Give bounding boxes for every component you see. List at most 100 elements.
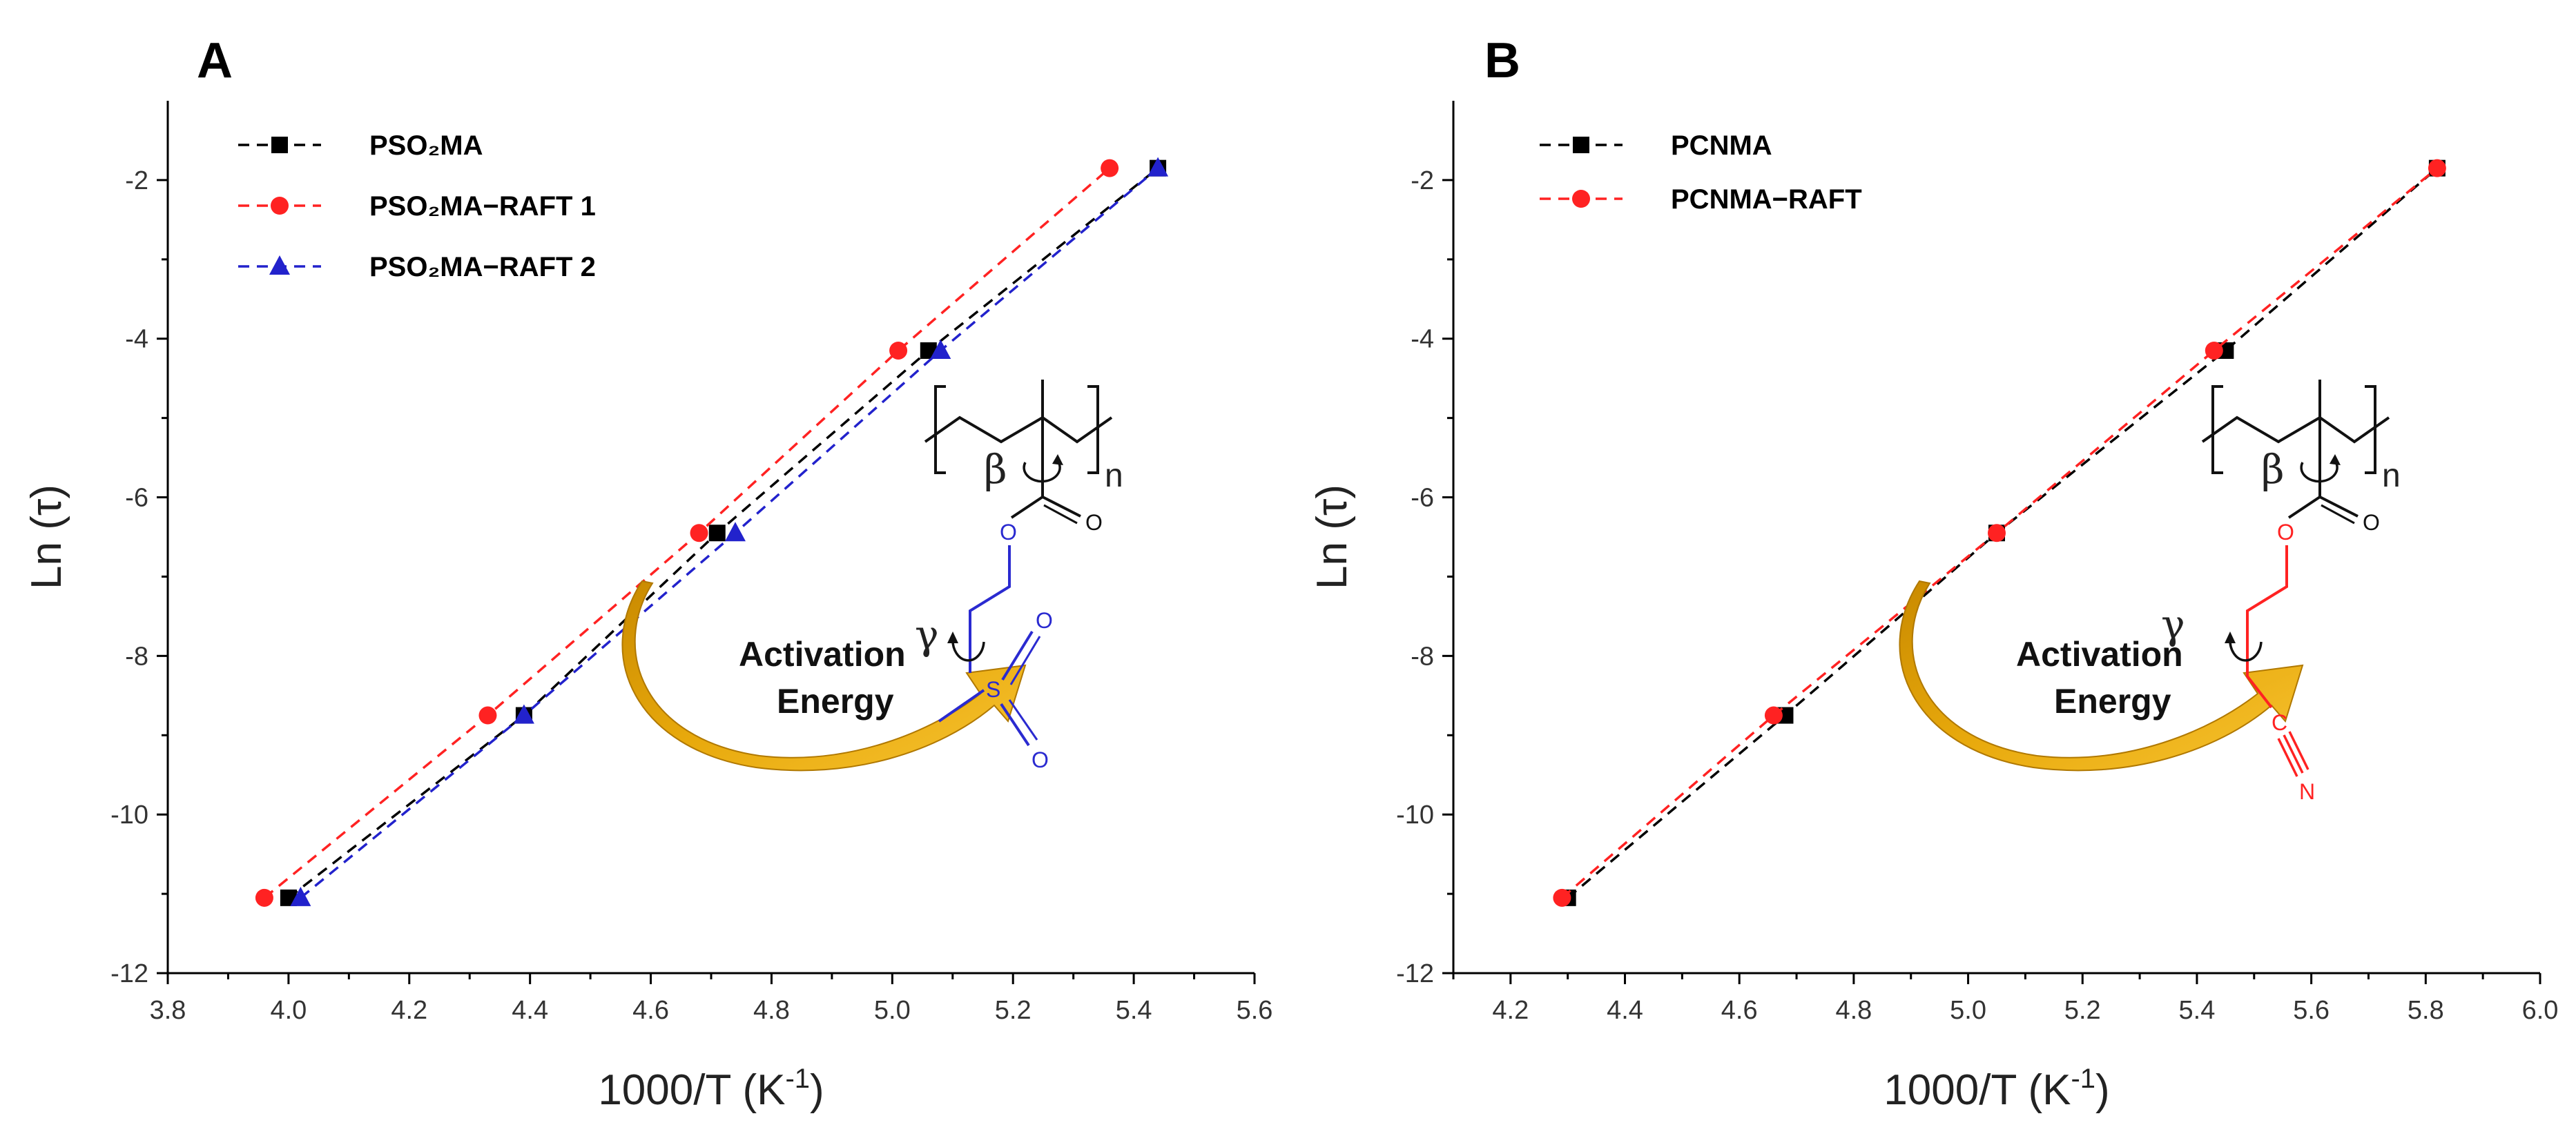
data-point-2-3: [930, 339, 951, 359]
data-point-2-0: [290, 886, 311, 906]
ester-oxygen: O: [1000, 520, 1017, 545]
s-o-bond-2: [1000, 703, 1030, 747]
gamma-arrowhead: [2225, 632, 2236, 643]
y-tick-label: -8: [125, 642, 148, 671]
right-bracket: [1087, 385, 1099, 474]
legend-label-1: PSO₂MA−RAFT 1: [369, 191, 596, 222]
beta-rotation-arrow: [1023, 460, 1061, 483]
panel-a: A 3.8 4.0 4.2 4.4 4.6 4.8 5.0 5.2 5.4 5.6 -2 -4 -6 -8 -…: [23, 33, 1272, 1114]
ethyl-linker: [2246, 545, 2288, 709]
energy-label: Energy: [2054, 682, 2171, 721]
data-point-1-4: [2428, 159, 2446, 177]
left-bracket: [2211, 385, 2223, 474]
carbonyl-double: [2321, 504, 2355, 525]
data-point-1-2: [1988, 524, 2006, 542]
ethyl-linker: [969, 545, 1011, 673]
x-tick-label: 5.6: [2293, 996, 2330, 1025]
x-axis-title-close: ): [2095, 1066, 2110, 1114]
legend-label-1: PCNMA−RAFT: [1671, 184, 1862, 215]
x-axis-title-main: 1000/T (K: [598, 1066, 785, 1114]
beta-rotation-arrow: [2300, 460, 2338, 483]
carbonyl-oxygen: O: [1085, 510, 1103, 535]
beta-arrowhead: [2330, 454, 2341, 465]
data-point-2-2: [724, 522, 746, 542]
triple-bond-1: [2283, 734, 2304, 774]
y-tick-label: -2: [1411, 166, 1434, 195]
nitrile-carbon: C: [2272, 710, 2287, 735]
sulfur-atom: S: [986, 677, 1000, 702]
legend-marker-0: [271, 137, 288, 153]
beta-arrowhead: [1052, 454, 1063, 465]
beta-label: β: [984, 446, 1007, 493]
triple-bond-2: [2277, 738, 2298, 777]
x-tick-label: 4.8: [753, 996, 790, 1025]
data-point-1-3: [2205, 341, 2223, 360]
x-axis-title: 1000/T (K-1): [598, 1064, 824, 1114]
y-tick-label: -8: [1411, 642, 1434, 671]
y-tick-label: -12: [1396, 959, 1434, 988]
legend-marker-2: [269, 255, 290, 275]
left-bracket: [934, 385, 946, 474]
y-tick-label: -6: [1411, 484, 1434, 513]
x-tick-label: 5.0: [1950, 996, 1986, 1025]
polymer-backbone: [2201, 415, 2390, 444]
gamma-arrowhead: [947, 632, 958, 643]
activation-energy-arrow: [1899, 580, 2304, 772]
x-axis-title: 1000/T (K-1): [1883, 1064, 2109, 1114]
y-tick-label: -12: [110, 959, 148, 988]
activation-energy-arrow: [621, 580, 1027, 772]
repeat-unit-n: n: [1105, 458, 1123, 494]
carbonyl-bond: [1042, 496, 1081, 518]
activation-label: Activation: [2016, 635, 2183, 674]
gamma-rotation-arrow: [2229, 638, 2263, 662]
x-tick-label: 4.6: [632, 996, 669, 1025]
panel-b: B 4.2 4.4 4.6 4.8 5.0 5.2 5.4 5.6 5.8 6.0 -2 -4 -6 -8 -…: [1308, 33, 2558, 1114]
data-point-2-4: [1147, 157, 1169, 177]
gamma-label: γ: [2161, 601, 2185, 648]
legend-marker-1: [271, 197, 289, 215]
x-tick-label: 5.6: [1237, 996, 1273, 1025]
data-point-1-3: [889, 341, 908, 360]
panel-letter: A: [197, 33, 233, 88]
carbonyl-double: [1043, 504, 1078, 525]
polymer-backbone: [924, 415, 1113, 444]
data-point-2-1: [513, 704, 534, 724]
sulfonyl-oxygen-2: O: [1032, 747, 1049, 772]
data-point-0-2: [708, 525, 726, 542]
x-tick-label: 4.0: [270, 996, 307, 1025]
x-tick-label: 4.8: [1835, 996, 1872, 1025]
energy-label: Energy: [777, 682, 894, 721]
legend-label-0: PCNMA: [1671, 130, 1772, 161]
gamma-rotation-arrow: [951, 638, 985, 662]
x-tick-label: 4.4: [1607, 996, 1643, 1025]
y-tick-label: -2: [125, 166, 148, 195]
y-tick-label: -10: [1396, 801, 1434, 830]
y-tick-label: -10: [110, 801, 148, 830]
x-axis-title-main: 1000/T (K: [1883, 1066, 2071, 1114]
nitrile-nitrogen: N: [2299, 779, 2315, 804]
ester-o-bond: [2287, 496, 2321, 519]
ester-o-bond: [1010, 496, 1044, 519]
data-point-1-0: [255, 888, 273, 907]
data-point-1-1: [478, 706, 497, 725]
x-axis-title-sup: -1: [2071, 1064, 2095, 1094]
x-tick-label: 4.2: [1492, 996, 1529, 1025]
x-tick-label: 5.2: [2064, 996, 2101, 1025]
activation-label: Activation: [739, 635, 906, 674]
beta-label: β: [2261, 446, 2285, 493]
x-tick-label: 5.2: [995, 996, 1032, 1025]
s-o-double-2: [1008, 699, 1038, 741]
x-tick-label: 5.0: [874, 996, 911, 1025]
gamma-label: γ: [915, 611, 939, 658]
x-tick-label: 6.0: [2522, 996, 2559, 1025]
right-bracket: [2365, 385, 2376, 474]
x-tick-label: 4.2: [391, 996, 427, 1025]
repeat-unit-n: n: [2382, 458, 2401, 494]
y-axis-title: Ln (τ): [1308, 485, 1356, 589]
data-point-1-1: [1764, 706, 1783, 725]
y-tick-label: -4: [125, 325, 148, 354]
x-tick-label: 5.8: [2408, 996, 2444, 1025]
legend-marker-0: [1573, 137, 1589, 153]
carbonyl-bond: [2319, 496, 2359, 518]
